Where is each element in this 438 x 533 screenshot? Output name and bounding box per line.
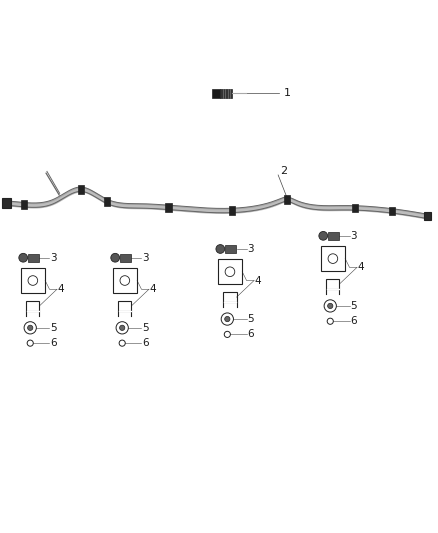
Bar <box>220 88 233 98</box>
Text: 5: 5 <box>247 314 254 324</box>
Text: 3: 3 <box>142 253 149 263</box>
Text: 4: 4 <box>150 284 156 294</box>
Bar <box>118 301 131 311</box>
Text: 4: 4 <box>255 276 261 286</box>
Bar <box>223 292 237 302</box>
Bar <box>113 268 137 293</box>
Text: 6: 6 <box>50 338 57 348</box>
Circle shape <box>111 253 120 262</box>
Text: 3: 3 <box>50 253 57 263</box>
Circle shape <box>225 317 230 322</box>
Bar <box>218 260 242 284</box>
Circle shape <box>216 245 225 253</box>
Bar <box>225 245 236 253</box>
Text: 5: 5 <box>142 323 149 333</box>
Text: 6: 6 <box>142 338 149 348</box>
Text: 4: 4 <box>358 262 364 272</box>
Circle shape <box>120 325 125 330</box>
Bar <box>21 200 27 209</box>
Bar <box>26 301 39 311</box>
Bar <box>21 268 45 293</box>
Text: 6: 6 <box>350 316 357 326</box>
Bar <box>78 185 84 193</box>
Bar <box>424 212 431 220</box>
Bar <box>2 198 11 208</box>
Text: 3: 3 <box>247 244 254 254</box>
Bar <box>326 279 339 289</box>
Bar <box>389 206 395 215</box>
Circle shape <box>28 325 33 330</box>
Circle shape <box>328 303 333 309</box>
Text: 6: 6 <box>247 329 254 340</box>
Text: 2: 2 <box>280 166 287 175</box>
Circle shape <box>19 253 28 262</box>
Text: 1: 1 <box>284 88 291 99</box>
Text: 4: 4 <box>58 284 64 294</box>
Text: 5: 5 <box>50 323 57 333</box>
Bar <box>166 203 172 212</box>
Text: 5: 5 <box>350 301 357 311</box>
Bar <box>352 204 358 212</box>
Circle shape <box>319 231 328 240</box>
Bar <box>328 232 339 240</box>
Text: 3: 3 <box>350 231 357 241</box>
Bar <box>229 206 235 215</box>
Bar <box>212 88 220 98</box>
Bar <box>28 254 39 262</box>
Bar <box>104 197 110 206</box>
Bar <box>120 254 131 262</box>
Bar <box>321 246 345 271</box>
Bar <box>284 195 290 204</box>
